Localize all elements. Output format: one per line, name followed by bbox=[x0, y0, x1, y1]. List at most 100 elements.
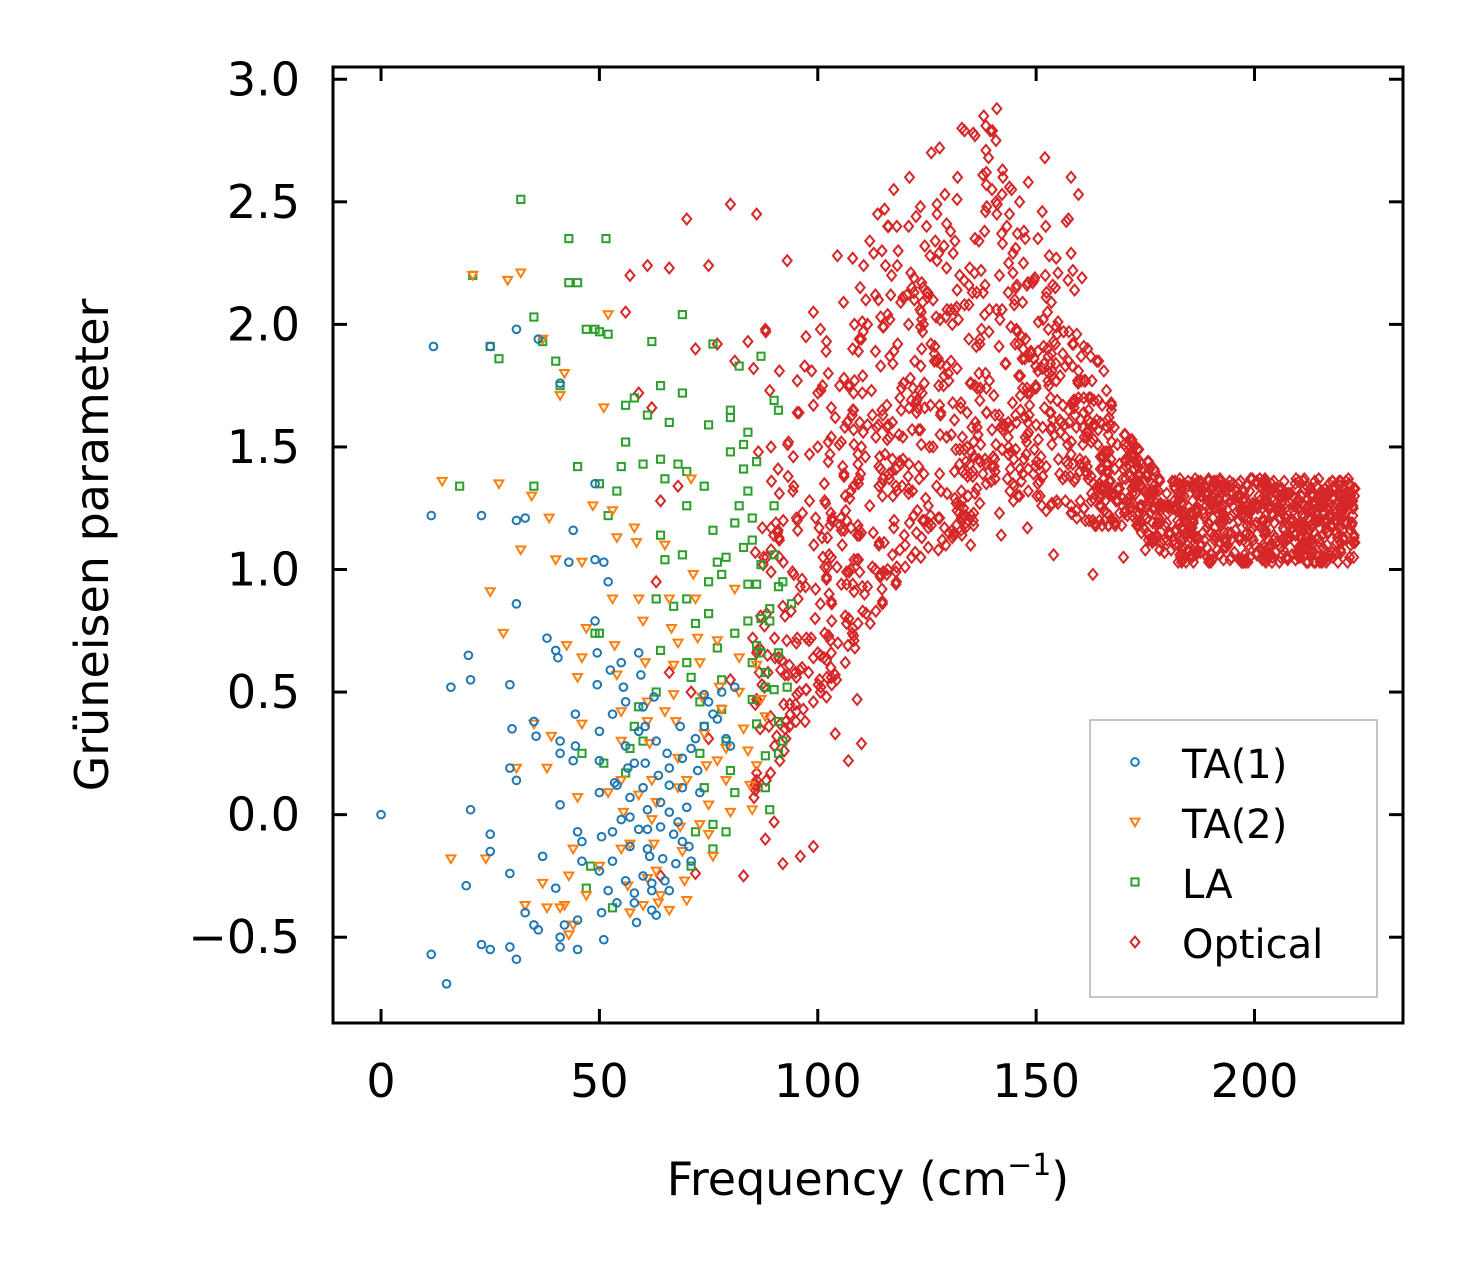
point-optical bbox=[990, 437, 1002, 452]
point-ta2 bbox=[702, 800, 715, 812]
point-optical bbox=[891, 258, 904, 273]
point-ta2 bbox=[667, 660, 680, 672]
point-optical bbox=[883, 466, 895, 481]
point-optical bbox=[1088, 515, 1101, 530]
point-optical bbox=[993, 408, 1005, 423]
point-ta2 bbox=[663, 905, 676, 917]
point-ta2 bbox=[593, 861, 606, 873]
point-optical bbox=[1141, 511, 1153, 525]
point-optical bbox=[884, 288, 897, 302]
point-optical bbox=[773, 486, 786, 501]
point-optical bbox=[856, 368, 869, 383]
point-optical bbox=[861, 317, 874, 332]
point-optical bbox=[1031, 489, 1043, 503]
point-la bbox=[572, 461, 583, 472]
point-optical bbox=[1069, 408, 1081, 423]
point-ta2 bbox=[580, 623, 593, 635]
point-optical bbox=[923, 439, 936, 454]
point-optical bbox=[988, 452, 1001, 467]
point-ta1 bbox=[476, 939, 487, 950]
point-optical bbox=[925, 518, 938, 533]
point-optical bbox=[886, 547, 899, 562]
point-optical bbox=[619, 305, 632, 320]
point-optical bbox=[1065, 246, 1077, 261]
point-optical bbox=[905, 550, 918, 565]
point-ta2 bbox=[706, 851, 720, 863]
point-ta1 bbox=[660, 876, 670, 886]
point-optical bbox=[1119, 471, 1132, 486]
point-ta1 bbox=[572, 944, 583, 955]
point-la bbox=[778, 736, 788, 746]
point-optical bbox=[1045, 295, 1058, 310]
point-ta2 bbox=[608, 641, 621, 652]
point-optical bbox=[820, 690, 833, 704]
x-tick-label: 200 bbox=[1211, 1054, 1299, 1108]
point-optical bbox=[1087, 393, 1100, 408]
point-optical bbox=[980, 177, 993, 192]
point-optical bbox=[1043, 248, 1056, 263]
point-optical bbox=[869, 344, 882, 359]
point-optical bbox=[1101, 420, 1114, 435]
point-optical bbox=[1059, 430, 1072, 445]
point-optical bbox=[924, 398, 937, 413]
point-ta2 bbox=[643, 739, 656, 750]
point-optical bbox=[947, 246, 959, 261]
point-optical bbox=[1029, 359, 1042, 374]
point-ta2 bbox=[693, 820, 707, 831]
point-optical bbox=[1139, 542, 1152, 557]
point-optical bbox=[805, 363, 818, 378]
point-optical bbox=[1005, 444, 1018, 459]
point-la bbox=[651, 594, 661, 604]
point-optical bbox=[1186, 550, 1198, 565]
point-ta2 bbox=[680, 775, 694, 787]
point-optical bbox=[838, 466, 850, 481]
point-optical bbox=[931, 197, 943, 212]
point-optical bbox=[855, 736, 868, 751]
point-optical bbox=[1038, 356, 1050, 371]
point-optical bbox=[951, 283, 963, 298]
point-optical bbox=[974, 332, 986, 347]
point-la bbox=[594, 327, 605, 337]
point-optical bbox=[782, 435, 795, 450]
point-optical bbox=[1274, 511, 1287, 525]
point-optical bbox=[898, 528, 911, 543]
point-optical bbox=[1126, 486, 1139, 501]
point-optical bbox=[1187, 528, 1200, 543]
point-la bbox=[455, 481, 465, 491]
point-optical bbox=[1343, 550, 1356, 565]
legend-marker-la bbox=[1130, 877, 1140, 887]
point-ta2 bbox=[641, 697, 654, 709]
point-optical bbox=[765, 565, 777, 579]
point-optical bbox=[1191, 503, 1204, 518]
point-optical bbox=[1233, 533, 1246, 548]
point-optical bbox=[786, 565, 799, 579]
point-optical bbox=[1187, 513, 1199, 528]
point-optical bbox=[968, 265, 981, 280]
point-la bbox=[725, 412, 736, 423]
point-optical bbox=[1037, 312, 1049, 327]
point-optical bbox=[915, 530, 928, 545]
point-optical bbox=[951, 192, 963, 207]
point-optical bbox=[1295, 528, 1307, 543]
point-optical bbox=[985, 474, 997, 489]
point-optical bbox=[897, 290, 909, 305]
point-ta1 bbox=[642, 844, 653, 854]
point-optical bbox=[783, 658, 796, 673]
point-optical bbox=[771, 525, 784, 540]
point-ta2 bbox=[750, 761, 763, 772]
point-optical bbox=[877, 319, 889, 334]
point-la bbox=[594, 479, 605, 489]
point-optical bbox=[1099, 493, 1111, 508]
point-optical bbox=[1243, 484, 1256, 499]
point-optical bbox=[1083, 513, 1095, 528]
point-la bbox=[725, 447, 736, 457]
point-la bbox=[673, 459, 683, 469]
point-la bbox=[677, 388, 687, 398]
point-optical bbox=[797, 702, 810, 717]
point-optical bbox=[940, 430, 953, 445]
point-ta2 bbox=[684, 474, 698, 486]
point-optical bbox=[958, 442, 970, 457]
point-optical bbox=[892, 243, 904, 258]
point-optical bbox=[939, 187, 951, 202]
point-optical bbox=[1010, 415, 1023, 430]
